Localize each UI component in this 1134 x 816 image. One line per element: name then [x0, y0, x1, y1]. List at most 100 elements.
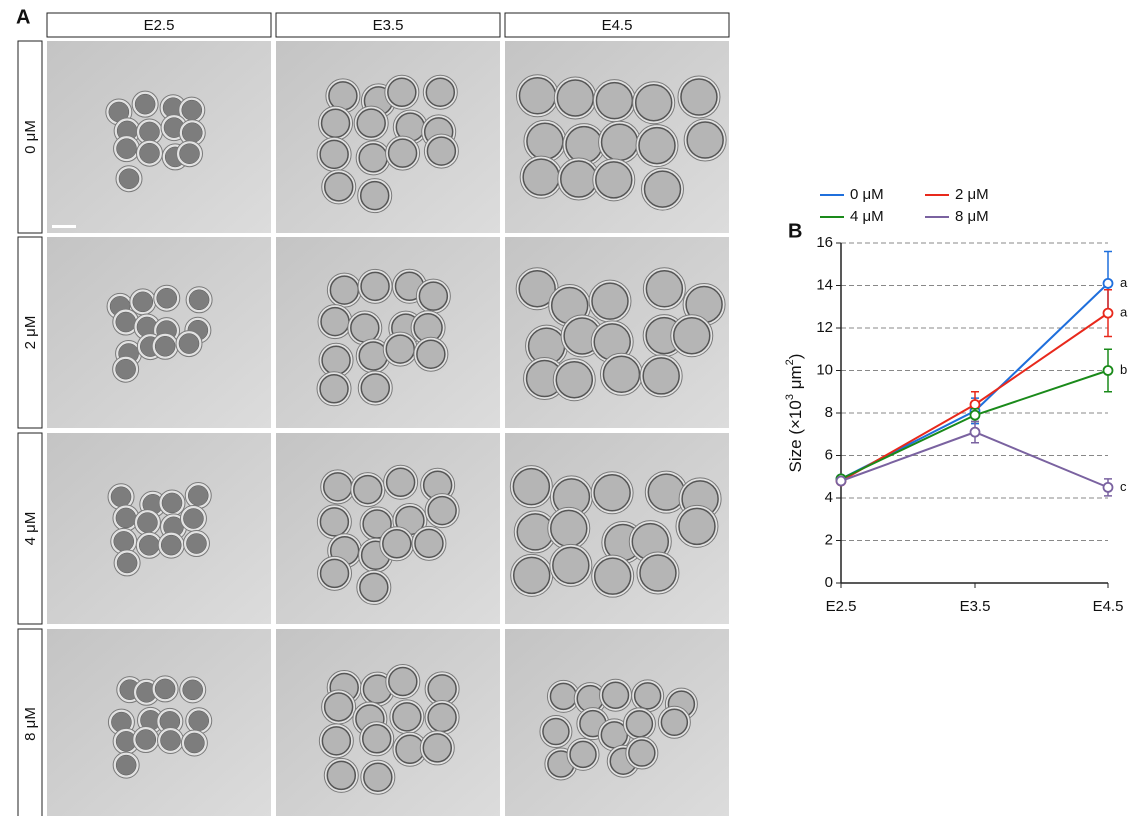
- embryo: [321, 726, 352, 756]
- embryo: [138, 535, 160, 556]
- y-tick-label: 4: [825, 489, 833, 506]
- embryo: [320, 108, 351, 138]
- embryo: [360, 373, 391, 403]
- y-label-part: 3: [784, 394, 796, 400]
- embryo: [601, 681, 630, 709]
- embryo: [115, 358, 136, 380]
- row-header: 2 μM: [22, 316, 39, 350]
- data-point: [1102, 277, 1114, 289]
- embryo: [181, 99, 203, 121]
- data-point: [969, 399, 981, 410]
- y-tick-label: 12: [816, 319, 833, 336]
- embryo: [388, 666, 418, 697]
- y-axis-label: Size (×103 μm2): [784, 354, 806, 473]
- scale-bar: [52, 225, 76, 228]
- embryo: [178, 333, 200, 354]
- y-tick-label: 0: [825, 574, 833, 591]
- row-header-box: [17, 236, 43, 429]
- embryo: [182, 122, 203, 143]
- embryo: [320, 306, 350, 337]
- embryo: [319, 558, 350, 589]
- embryo: [359, 180, 390, 211]
- embryo: [555, 360, 594, 399]
- embryo: [387, 138, 418, 168]
- embryo: [427, 702, 457, 733]
- column-header-box: [504, 12, 730, 38]
- embryo: [602, 355, 641, 394]
- embryo: [329, 275, 360, 305]
- embryo: [188, 485, 209, 506]
- y-tick-label: 14: [816, 276, 833, 293]
- embryo: [385, 334, 415, 364]
- significance-label: c: [1120, 479, 1127, 494]
- column-header: E2.5: [144, 17, 175, 34]
- embryo: [595, 81, 634, 120]
- embryo: [387, 77, 417, 108]
- embryo: [326, 760, 357, 791]
- embryo: [154, 336, 176, 357]
- significance-label: a: [1120, 305, 1128, 320]
- embryo: [426, 136, 457, 166]
- embryo: [522, 158, 560, 196]
- embryo: [321, 345, 351, 376]
- embryo: [385, 467, 416, 498]
- embryo: [115, 311, 137, 333]
- embryo: [565, 125, 603, 164]
- embryo: [645, 270, 684, 308]
- embryo: [361, 724, 392, 754]
- embryo: [542, 717, 570, 746]
- embryo: [556, 79, 595, 117]
- embryo: [179, 143, 200, 164]
- embryo: [188, 710, 209, 732]
- embryo: [358, 143, 388, 173]
- embryo: [132, 291, 154, 313]
- embryo: [633, 682, 662, 710]
- embryo: [137, 512, 158, 533]
- significance-label: b: [1120, 362, 1127, 377]
- data-point: [1102, 307, 1114, 319]
- embryo: [600, 123, 639, 162]
- embryo: [678, 507, 716, 546]
- embryo: [392, 702, 422, 732]
- x-tick-label: E2.5: [826, 598, 857, 615]
- embryo: [628, 739, 656, 767]
- embryo: [595, 161, 633, 199]
- row-header-box: [17, 628, 43, 816]
- embryo: [116, 138, 137, 159]
- embryo: [139, 142, 160, 164]
- legend-label: 0 μM: [850, 186, 884, 203]
- embryo: [161, 492, 183, 514]
- y-label-part: ): [786, 354, 805, 360]
- y-tick-label: 8: [825, 404, 833, 421]
- legend-label: 2 μM: [955, 186, 989, 203]
- row-header: 0 μM: [22, 120, 39, 154]
- embryo: [686, 121, 724, 159]
- row-header: 4 μM: [22, 512, 39, 546]
- legend-label: 4 μM: [850, 208, 884, 225]
- embryo: [422, 733, 453, 763]
- embryo: [323, 172, 354, 202]
- embryo: [182, 679, 203, 701]
- legend-label: 8 μM: [955, 208, 989, 225]
- y-tick-label: 6: [825, 446, 833, 463]
- embryo: [360, 271, 390, 302]
- embryo: [593, 474, 631, 512]
- embryo: [115, 754, 137, 776]
- embryo: [356, 108, 386, 138]
- significance-label: a: [1120, 275, 1128, 290]
- embryo: [591, 282, 629, 320]
- embryo: [518, 269, 556, 308]
- series-line: [840, 282, 1109, 480]
- embryo: [416, 339, 446, 369]
- embryo: [116, 552, 138, 574]
- panel-label: B: [788, 220, 802, 242]
- embryo: [160, 730, 181, 751]
- embryo: [560, 160, 598, 198]
- data-point: [1102, 365, 1114, 376]
- embryo: [353, 474, 383, 505]
- embryo: [680, 78, 718, 116]
- y-label-part: Size (×10: [786, 400, 805, 472]
- column-header: E3.5: [373, 17, 404, 34]
- data-point: [969, 409, 981, 421]
- embryo: [625, 710, 654, 738]
